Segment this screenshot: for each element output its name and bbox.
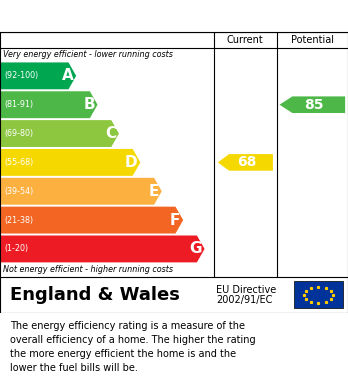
Polygon shape <box>0 63 76 89</box>
Text: F: F <box>170 213 180 228</box>
Text: England & Wales: England & Wales <box>10 286 180 304</box>
Text: Not energy efficient - higher running costs: Not energy efficient - higher running co… <box>3 265 174 274</box>
Text: Potential: Potential <box>291 35 334 45</box>
Text: A: A <box>62 68 73 83</box>
Text: B: B <box>83 97 95 112</box>
Text: (1-20): (1-20) <box>4 244 28 253</box>
Text: (39-54): (39-54) <box>4 187 33 196</box>
Text: (81-91): (81-91) <box>4 100 33 109</box>
Text: (21-38): (21-38) <box>4 215 33 224</box>
Text: (55-68): (55-68) <box>4 158 33 167</box>
Polygon shape <box>0 235 205 262</box>
Text: (69-80): (69-80) <box>4 129 33 138</box>
Text: G: G <box>189 241 202 256</box>
Text: C: C <box>105 126 116 141</box>
Text: Current: Current <box>227 35 264 45</box>
Text: 85: 85 <box>304 98 324 112</box>
Text: EU Directive: EU Directive <box>216 285 276 296</box>
Text: Very energy efficient - lower running costs: Very energy efficient - lower running co… <box>3 50 173 59</box>
Polygon shape <box>0 149 140 176</box>
Polygon shape <box>0 207 183 233</box>
Text: The energy efficiency rating is a measure of the
overall efficiency of a home. T: The energy efficiency rating is a measur… <box>10 321 256 373</box>
Bar <box>294 281 343 308</box>
Text: 2002/91/EC: 2002/91/EC <box>216 295 272 305</box>
Text: 68: 68 <box>237 155 257 169</box>
Polygon shape <box>279 97 345 113</box>
Polygon shape <box>218 154 273 171</box>
Polygon shape <box>0 178 162 205</box>
Polygon shape <box>0 120 119 147</box>
Text: E: E <box>149 184 159 199</box>
Polygon shape <box>0 91 97 118</box>
Text: D: D <box>125 155 137 170</box>
Text: (92-100): (92-100) <box>4 72 38 81</box>
Bar <box>0 32 348 48</box>
Text: Energy Efficiency Rating: Energy Efficiency Rating <box>10 9 232 23</box>
